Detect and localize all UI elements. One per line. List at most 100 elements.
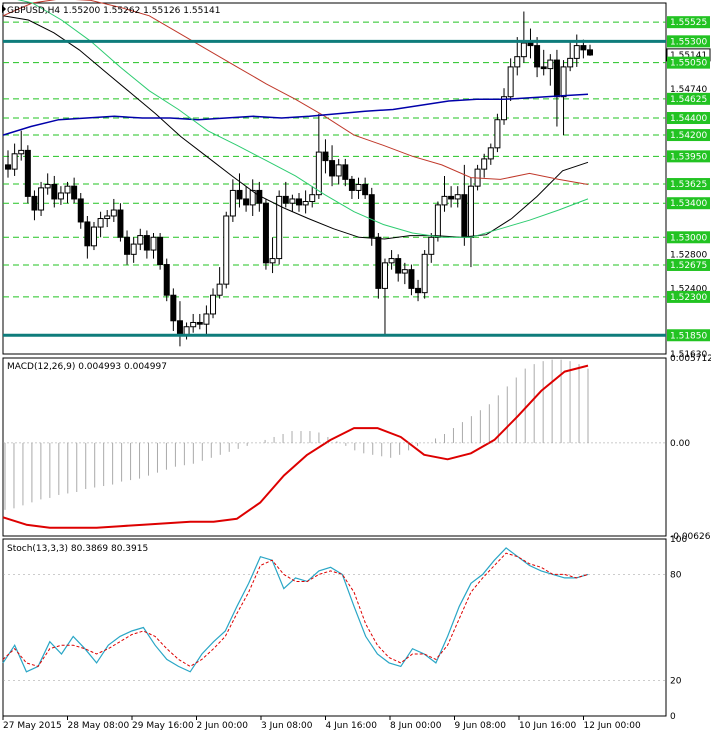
price-tick-box: [667, 329, 710, 342]
candle-body: [507, 66, 514, 98]
price-tick-box: [667, 112, 710, 125]
candle-body: [322, 151, 329, 162]
candle-body: [428, 236, 435, 255]
price-tick-box: [667, 197, 710, 210]
macd-pane: [2, 357, 667, 537]
price-tick-box: [667, 178, 710, 191]
stoch-tick-label: 80: [670, 570, 682, 580]
candle-body: [454, 194, 461, 200]
price-tick-box: [667, 16, 710, 29]
price-tick-box: [667, 35, 710, 48]
candle-body: [481, 158, 488, 170]
time-tick-label: 2 Jun 00:00: [197, 721, 249, 731]
candle-body: [51, 183, 58, 200]
price-tick-label: 1.51850: [670, 331, 707, 341]
price-tick-label: 1.52800: [670, 250, 707, 260]
ma-red-line: [2, 0, 589, 185]
candle-body: [90, 226, 97, 247]
price-tick-label: 1.54200: [670, 131, 707, 141]
time-tick-label: 4 Jun 16:00: [326, 721, 378, 731]
candle-body: [110, 209, 117, 217]
candle-body: [520, 42, 527, 58]
candle-body: [289, 198, 296, 204]
macd-signal-line: [2, 364, 589, 529]
candle-body: [170, 294, 177, 322]
candle-body: [467, 185, 474, 238]
candle-body: [190, 321, 197, 328]
price-tick-label: 1.52400: [670, 284, 707, 294]
candle-body: [355, 183, 362, 191]
candle-body: [408, 269, 415, 289]
candle-body: [441, 195, 448, 206]
candle-body: [249, 189, 256, 206]
candle-body: [547, 59, 554, 70]
candle-body: [269, 258, 276, 264]
ma-blue-line: [2, 93, 589, 136]
price-tick-label: 1.53625: [670, 180, 707, 190]
candle-body: [262, 202, 269, 264]
price-tick-box: [667, 231, 710, 244]
candle-body: [309, 194, 316, 203]
candle-body: [64, 185, 71, 194]
candle-body: [229, 189, 236, 217]
candle-body: [296, 198, 302, 206]
candle-body: [342, 164, 349, 180]
candle-body: [71, 185, 78, 200]
candle-body: [143, 235, 150, 251]
macd-tick-label: 0.00: [670, 439, 690, 449]
candle-body: [514, 56, 521, 68]
candle-body: [124, 236, 131, 255]
price-tick-label: 1.52300: [670, 293, 707, 303]
header-arrow-icon: [2, 5, 6, 13]
price-tick-label: 1.55141: [670, 51, 707, 61]
candle-body: [163, 264, 170, 296]
candle-body: [580, 45, 587, 51]
candle-body: [31, 195, 38, 211]
price-pane: [2, 2, 667, 355]
time-tick-label: 3 Jun 08:00: [261, 721, 313, 731]
candle-body: [157, 236, 164, 266]
candle-body: [448, 195, 455, 200]
stoch-pane: [2, 538, 667, 717]
stoch-signal-line: [2, 552, 589, 667]
candle-body: [461, 194, 468, 238]
stoch-tick-label: 20: [670, 677, 682, 687]
candle-body: [302, 201, 309, 206]
candle-body: [223, 215, 230, 285]
candle-body: [381, 262, 388, 289]
candle-body: [560, 66, 567, 98]
candle-body: [540, 66, 547, 70]
candle-body: [77, 198, 84, 223]
candle-body: [388, 258, 395, 264]
candle-body: [196, 321, 203, 325]
candle-body: [329, 160, 336, 177]
price-tick-box: [667, 290, 710, 303]
candle-body: [368, 194, 375, 238]
candle-body: [57, 192, 64, 200]
candle-body: [315, 151, 322, 196]
price-tick-box: [667, 92, 710, 105]
candle-body: [176, 320, 183, 336]
price-tick-label: 1.54625: [670, 95, 707, 105]
price-tick-label: 1.55300: [670, 37, 707, 47]
candle-body: [415, 287, 422, 294]
candle-body: [236, 189, 243, 200]
stoch-tick-label: 0: [670, 712, 676, 722]
price-tick-box: [667, 258, 710, 271]
stoch-tick-label: 100: [670, 535, 687, 545]
candle-body: [362, 183, 369, 196]
candle-body: [243, 198, 250, 206]
price-tick-label: 1.55050: [670, 59, 707, 69]
candle-body: [84, 221, 91, 247]
time-tick-label: 9 Jun 08:00: [455, 721, 507, 731]
time-tick-label: 12 Jun 00:00: [584, 721, 641, 731]
candle-body: [104, 215, 111, 220]
candle-body: [203, 313, 210, 325]
time-tick-label: 29 May 16:00: [132, 721, 194, 731]
price-tick-label: 1.53400: [670, 199, 707, 209]
candle-body: [276, 195, 283, 260]
stoch-main-line: [2, 547, 589, 673]
candle-body: [434, 204, 441, 238]
